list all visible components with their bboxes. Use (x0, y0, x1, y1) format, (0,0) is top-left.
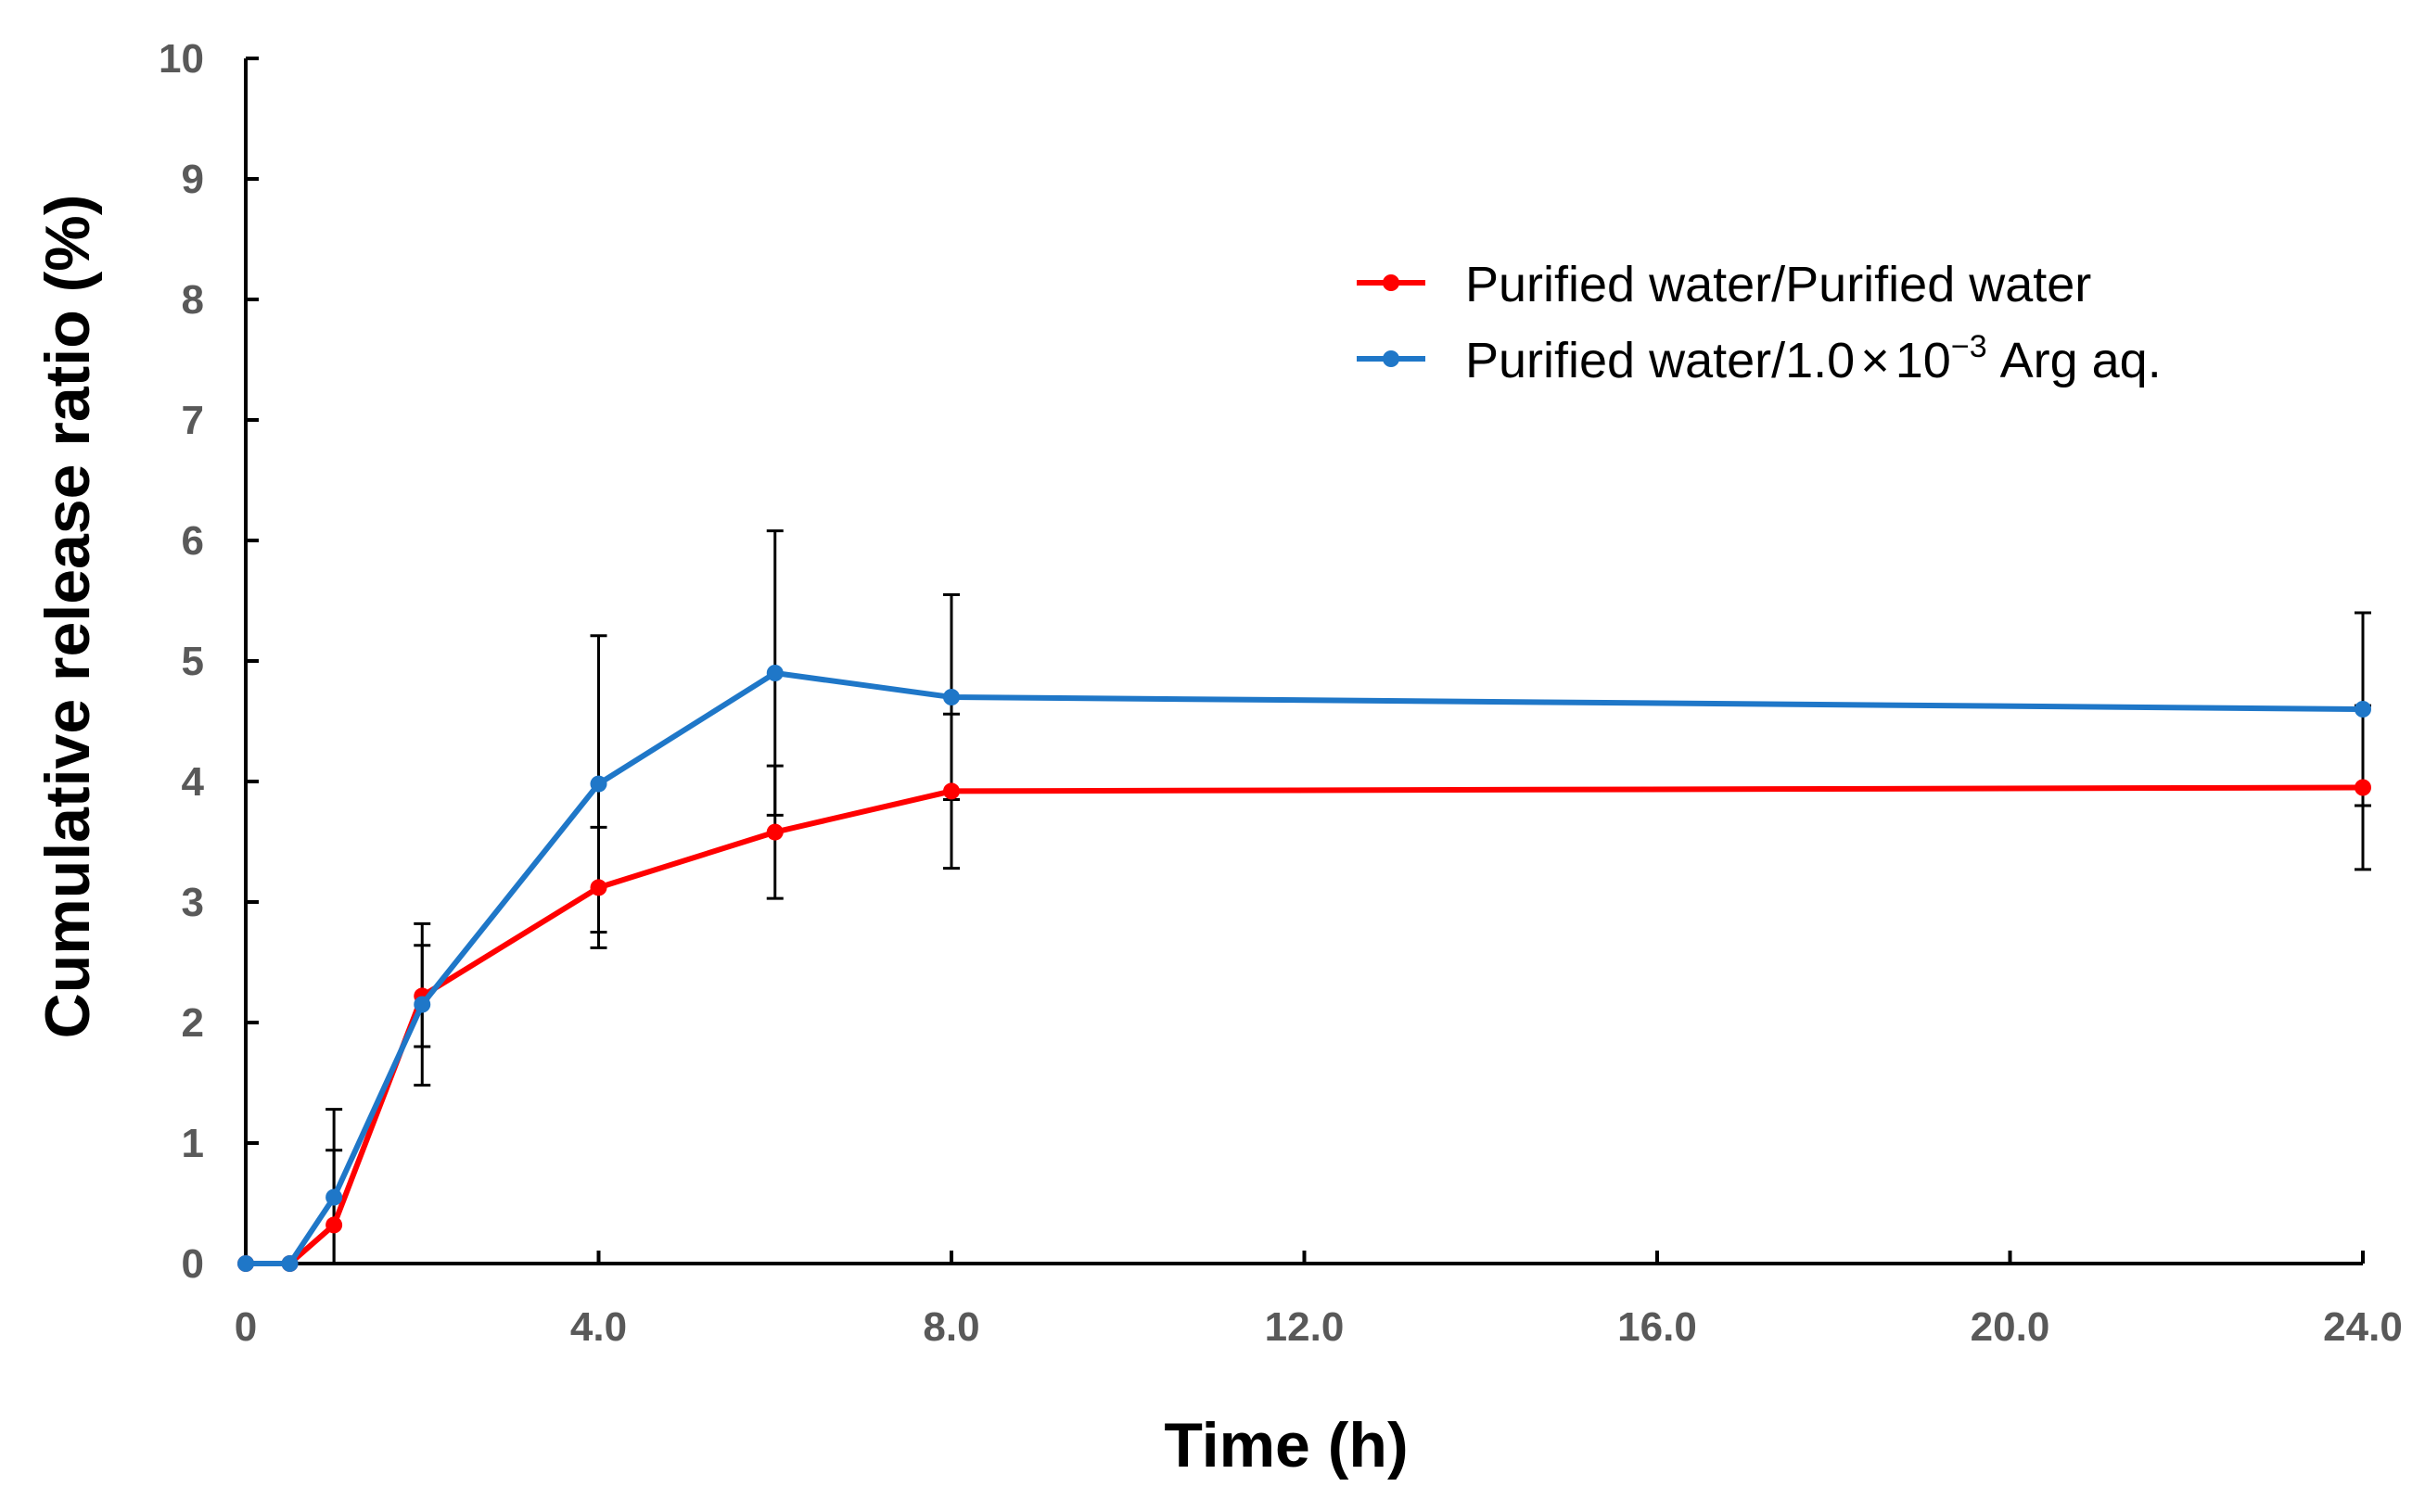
data-point-s1-7 (2355, 701, 2371, 718)
x-tick-label-4: 4.0 (570, 1304, 627, 1350)
y-tick-label-3: 3 (182, 880, 204, 925)
y-tick-label-0: 0 (182, 1241, 204, 1287)
legend-marker-red (1383, 274, 1399, 291)
y-axis-title: Cumulative release ratio (%) (32, 195, 103, 1039)
x-tick-label-20: 20.0 (1971, 1304, 2050, 1350)
legend-entry-red: Purified water/Purified water (1357, 257, 2091, 312)
y-tick-label-4: 4 (182, 759, 205, 805)
data-point-s0-5 (766, 823, 784, 841)
axes (244, 57, 2365, 1265)
series-lines (237, 665, 2371, 1272)
data-point-s1-5 (766, 665, 784, 681)
tick-labels: 0 1 2 3 4 5 6 7 8 9 10 0 4.0 8.0 12.0 16.0 20.0 24.0 (159, 36, 2403, 1350)
y-tick-label-10: 10 (159, 36, 204, 82)
x-tick-label-0: 0 (235, 1304, 257, 1350)
x-tick-label-8: 8.0 (923, 1304, 979, 1350)
legend-label-blue-tail: Arg aq. (2000, 333, 2162, 388)
legend-entry-blue: Purified water/1.0 × 10−3 Arg aq. (1357, 329, 2162, 388)
data-point-s1-2 (325, 1188, 343, 1206)
data-point-s1-4 (590, 775, 607, 793)
legend: Purified water/Purified water Purified w… (1357, 257, 2162, 388)
data-point-s1-6 (943, 689, 960, 705)
y-tick-label-5: 5 (182, 639, 204, 684)
legend-marker-blue (1383, 350, 1399, 367)
x-axis-title: Time (h) (1164, 1410, 1408, 1480)
x-tick-label-12: 12.0 (1265, 1304, 1345, 1350)
data-point-s0-4 (590, 879, 607, 896)
legend-label-red: Purified water/Purified water (1465, 257, 2091, 312)
data-point-s1-3 (414, 996, 431, 1013)
data-point-s1-1 (281, 1255, 299, 1272)
data-point-s0-6 (943, 782, 960, 800)
legend-label-blue-exp: −3 (1951, 329, 1987, 364)
series-line-1 (246, 670, 2364, 1266)
data-point-s1-0 (237, 1255, 254, 1272)
legend-label-blue-base: 10 (1895, 333, 1951, 388)
y-tick-label-8: 8 (182, 277, 204, 323)
y-tick-label-2: 2 (182, 1000, 204, 1046)
legend-label-blue: Purified water/1.0 × 10−3 Arg aq. (1465, 329, 2162, 388)
y-tick-label-7: 7 (182, 398, 204, 443)
y-tick-label-1: 1 (182, 1121, 204, 1166)
y-tick-label-6: 6 (182, 518, 204, 564)
error-bars (325, 529, 2371, 1265)
legend-label-blue-times: × (1860, 333, 1890, 388)
x-tick-label-24: 24.0 (2323, 1304, 2403, 1350)
x-tick-label-16: 16.0 (1617, 1304, 1697, 1350)
series-line-0 (246, 784, 2364, 1266)
data-point-s0-7 (2355, 779, 2371, 796)
legend-label-blue-main: Purified water/1.0 (1465, 333, 1855, 388)
y-tick-label-9: 9 (182, 157, 204, 202)
data-point-s0-2 (325, 1216, 343, 1234)
